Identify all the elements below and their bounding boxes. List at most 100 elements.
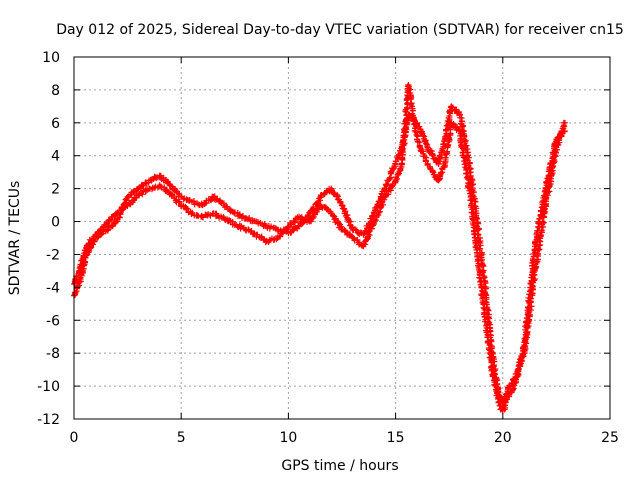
data-point [538, 207, 545, 214]
data-point [524, 304, 531, 311]
data-point [429, 151, 436, 158]
data-point [407, 96, 414, 103]
data-point [186, 197, 193, 204]
y-tick-label: -10 [37, 379, 60, 395]
data-point [369, 213, 376, 220]
data-point [486, 341, 493, 348]
y-tick-label: 10 [42, 50, 60, 66]
data-point [403, 124, 410, 131]
data-point [435, 160, 442, 167]
data-point [139, 191, 146, 198]
data-points [71, 81, 568, 414]
data-point [458, 132, 465, 139]
y-tick-label: 0 [51, 215, 60, 231]
data-point [399, 146, 406, 153]
data-point [560, 119, 567, 126]
data-point [477, 278, 484, 285]
data-point [472, 224, 479, 231]
data-point [328, 186, 335, 193]
x-tick-label: 10 [279, 430, 297, 446]
x-tick-label: 20 [494, 430, 512, 446]
data-point [294, 225, 301, 232]
data-point [273, 236, 280, 243]
data-point [334, 191, 341, 198]
data-point [276, 233, 283, 240]
plot-frame [73, 56, 611, 420]
data-point [175, 199, 182, 206]
data-point [397, 165, 404, 172]
data-point [475, 226, 482, 233]
data-point [461, 161, 468, 168]
data-point [561, 128, 568, 135]
data-point [526, 297, 533, 304]
data-point [220, 200, 227, 207]
data-point [479, 287, 486, 294]
data-point [465, 184, 472, 191]
data-point [477, 245, 484, 252]
data-point [232, 209, 239, 216]
data-point [350, 234, 357, 241]
data-point [491, 381, 498, 388]
data-point [506, 393, 513, 400]
data-point [420, 132, 427, 139]
data-point [116, 213, 123, 220]
data-point [109, 223, 116, 230]
x-tick-label: 5 [177, 430, 186, 446]
data-point [229, 221, 236, 228]
data-point [217, 199, 224, 206]
y-tick-label: -8 [46, 346, 60, 362]
data-point [533, 231, 540, 238]
data-point [188, 211, 195, 218]
data-point [226, 217, 233, 224]
data-point [512, 379, 519, 386]
y-tick-label: -12 [37, 412, 60, 428]
data-point [535, 218, 542, 225]
data-point [251, 218, 258, 225]
data-point [190, 198, 197, 205]
data-point [520, 343, 527, 350]
data-point [542, 184, 549, 191]
data-point [532, 246, 539, 253]
x-axis-label: GPS time / hours [281, 458, 398, 474]
data-point [526, 291, 533, 298]
y-tick-label: 8 [51, 83, 60, 99]
y-axis-label: SDTVAR / TECUs [7, 181, 23, 296]
y-tick-label: 6 [51, 116, 60, 132]
data-point [168, 191, 175, 198]
y-tick-label: 4 [51, 149, 60, 165]
y-tick-label: -2 [46, 247, 60, 263]
data-point [183, 205, 190, 212]
data-point [530, 266, 537, 273]
data-point [246, 214, 253, 221]
data-point [523, 318, 530, 325]
data-point [482, 285, 489, 292]
y-tick-label: -4 [46, 280, 60, 296]
x-tick-label: 25 [601, 430, 619, 446]
axis-ticks: 0 5 10 15 20 25 -12 -10 -8 -6 -4 -2 0 2 4 6 8 10 [37, 50, 619, 446]
y-tick-label: 2 [51, 182, 60, 198]
data-point [528, 303, 535, 310]
data-point [455, 126, 462, 133]
data-point [494, 396, 501, 403]
data-point [378, 199, 385, 206]
data-point [368, 225, 375, 232]
data-point [438, 169, 445, 176]
data-point [534, 227, 541, 234]
data-point [153, 175, 160, 182]
data-point [489, 373, 496, 380]
chart-title: Day 012 of 2025, Sidereal Day-to-day VTE… [56, 22, 624, 38]
x-tick-label: 15 [387, 430, 405, 446]
x-tick-label: 0 [70, 430, 79, 446]
data-point [429, 168, 436, 175]
data-point [555, 135, 562, 142]
data-point [543, 188, 550, 195]
data-point [416, 144, 423, 151]
data-point [169, 183, 176, 190]
y-tick-label: -6 [46, 313, 60, 329]
grid-lines [74, 57, 610, 419]
data-point [502, 397, 509, 404]
data-point [536, 215, 543, 222]
